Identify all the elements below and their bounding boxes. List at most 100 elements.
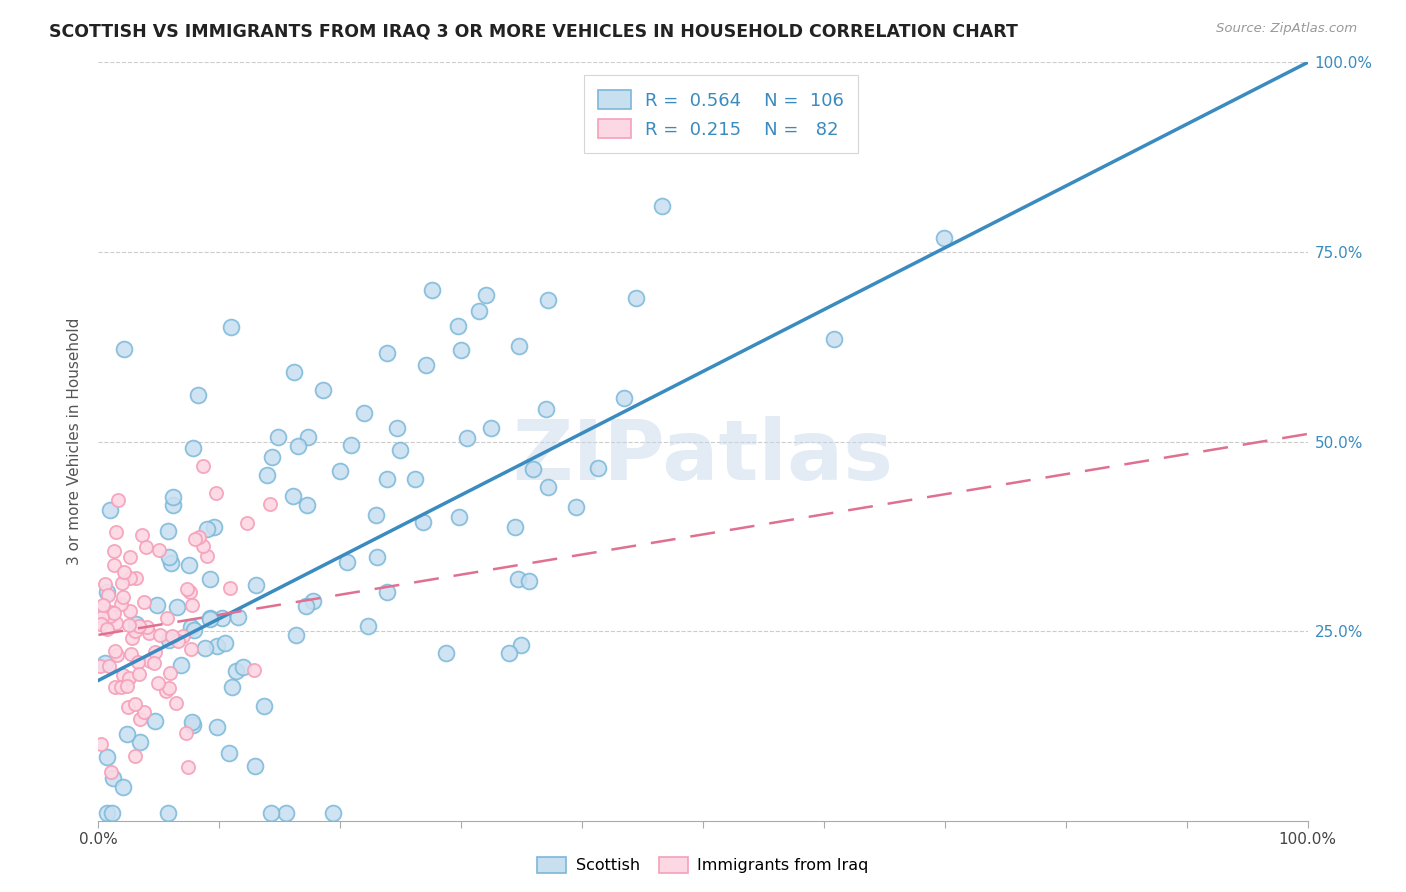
Point bbox=[139, 654, 162, 668]
Point bbox=[456, 431, 478, 445]
Point bbox=[143, 644, 166, 658]
Point bbox=[145, 714, 167, 728]
Point bbox=[204, 486, 226, 500]
Point bbox=[100, 765, 122, 780]
Point bbox=[180, 642, 202, 657]
Point bbox=[104, 615, 127, 630]
Text: Source: ZipAtlas.com: Source: ZipAtlas.com bbox=[1216, 22, 1357, 36]
Point bbox=[138, 626, 160, 640]
Point bbox=[104, 680, 127, 694]
Point bbox=[503, 520, 526, 534]
Point bbox=[91, 599, 114, 613]
Point bbox=[588, 460, 610, 475]
Text: SCOTTISH VS IMMIGRANTS FROM IRAQ 3 OR MORE VEHICLES IN HOUSEHOLD CORRELATION CHA: SCOTTISH VS IMMIGRANTS FROM IRAQ 3 OR MO… bbox=[49, 22, 1018, 40]
Y-axis label: 3 or more Vehicles in Household: 3 or more Vehicles in Household bbox=[67, 318, 83, 566]
Point bbox=[132, 595, 155, 609]
Point bbox=[205, 639, 228, 653]
Point bbox=[205, 720, 228, 734]
Point bbox=[375, 584, 398, 599]
Point bbox=[219, 582, 242, 596]
Point bbox=[103, 544, 125, 558]
Point bbox=[120, 647, 142, 661]
Point bbox=[128, 667, 150, 681]
Point bbox=[508, 339, 530, 353]
Point bbox=[211, 611, 233, 625]
Point bbox=[121, 631, 143, 645]
Point bbox=[94, 577, 117, 591]
Point bbox=[284, 628, 307, 642]
Point bbox=[135, 540, 157, 554]
Point bbox=[364, 508, 387, 522]
Point bbox=[162, 499, 184, 513]
Point bbox=[100, 806, 122, 821]
Point bbox=[98, 609, 121, 624]
Point bbox=[103, 606, 125, 620]
Point bbox=[613, 391, 636, 405]
Point bbox=[98, 658, 121, 673]
Point bbox=[167, 633, 190, 648]
Point bbox=[112, 565, 135, 579]
Point bbox=[187, 388, 209, 402]
Point bbox=[467, 304, 489, 318]
Point bbox=[200, 612, 222, 626]
Point bbox=[112, 590, 135, 604]
Point bbox=[125, 571, 148, 585]
Point bbox=[221, 680, 243, 694]
Point bbox=[97, 588, 120, 602]
Point bbox=[176, 582, 198, 596]
Point bbox=[447, 510, 470, 524]
Point bbox=[225, 664, 247, 678]
Point bbox=[231, 660, 253, 674]
Point bbox=[194, 641, 217, 656]
Point bbox=[243, 663, 266, 677]
Point bbox=[155, 611, 177, 625]
Point bbox=[112, 343, 135, 357]
Point bbox=[253, 699, 276, 714]
Point bbox=[184, 532, 207, 546]
Point bbox=[932, 230, 955, 244]
Point bbox=[510, 638, 533, 652]
Point bbox=[118, 671, 141, 685]
Text: ZIPatlas: ZIPatlas bbox=[513, 417, 893, 497]
Point bbox=[112, 667, 135, 681]
Point bbox=[93, 656, 115, 670]
Point bbox=[434, 646, 457, 660]
Point bbox=[127, 655, 149, 669]
Legend: Scottish, Immigrants from Iraq: Scottish, Immigrants from Iraq bbox=[531, 850, 875, 880]
Point bbox=[450, 343, 472, 357]
Point bbox=[626, 291, 648, 305]
Point bbox=[498, 647, 520, 661]
Point bbox=[105, 525, 128, 540]
Point bbox=[135, 620, 157, 634]
Point bbox=[174, 725, 197, 739]
Point bbox=[357, 619, 380, 633]
Point bbox=[202, 519, 225, 533]
Point bbox=[295, 498, 318, 512]
Point bbox=[179, 584, 201, 599]
Point bbox=[124, 624, 146, 638]
Point bbox=[155, 683, 177, 698]
Point bbox=[89, 658, 111, 673]
Point bbox=[104, 644, 127, 658]
Point bbox=[157, 632, 180, 647]
Point bbox=[128, 619, 150, 633]
Point bbox=[329, 464, 352, 478]
Point bbox=[651, 199, 673, 213]
Point bbox=[195, 522, 218, 536]
Point bbox=[180, 598, 202, 612]
Point bbox=[340, 438, 363, 452]
Point bbox=[96, 609, 118, 624]
Point bbox=[191, 539, 214, 553]
Point bbox=[160, 556, 183, 570]
Point bbox=[91, 609, 114, 624]
Point bbox=[366, 549, 388, 564]
Point bbox=[96, 585, 118, 599]
Point bbox=[165, 696, 187, 710]
Point bbox=[412, 516, 434, 530]
Point bbox=[565, 500, 588, 514]
Point bbox=[295, 599, 318, 613]
Point bbox=[375, 472, 398, 486]
Point bbox=[149, 628, 172, 642]
Point bbox=[180, 620, 202, 634]
Point bbox=[172, 629, 194, 643]
